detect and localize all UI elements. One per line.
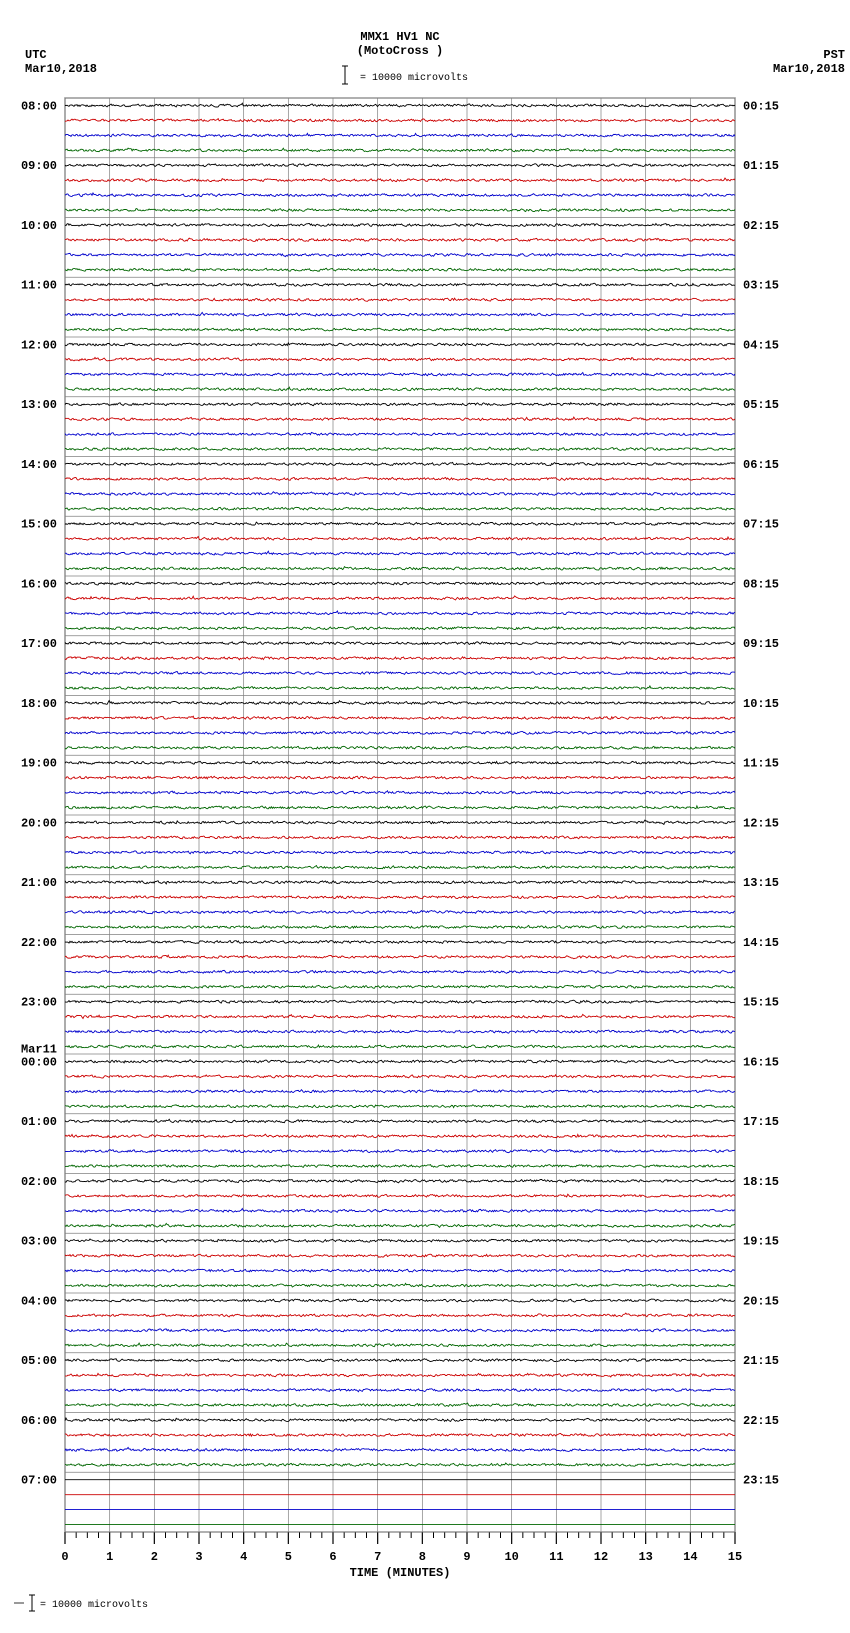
right-time-label: 08:15 — [743, 577, 779, 591]
left-time-label: 21:00 — [21, 876, 57, 890]
xtick-label: 12 — [594, 1550, 608, 1564]
right-time-label: 18:15 — [743, 1175, 779, 1189]
right-time-label: 13:15 — [743, 876, 779, 890]
seismogram-chart: MMX1 HV1 NC(MotoCross ) = 10000 microvolt… — [10, 10, 850, 1623]
scale-label: = 10000 microvolts — [360, 72, 468, 84]
right-tz: PST — [823, 48, 845, 62]
left-time-label: 05:00 — [21, 1354, 57, 1368]
right-time-label: 04:15 — [743, 338, 779, 352]
right-time-label: 16:15 — [743, 1055, 779, 1069]
left-time-label: 20:00 — [21, 816, 57, 830]
left-time-label: 11:00 — [21, 279, 57, 293]
right-time-label: 06:15 — [743, 458, 779, 472]
xtick-label: 3 — [195, 1550, 202, 1564]
left-time-label: 22:00 — [21, 936, 57, 950]
left-time-label: 14:00 — [21, 458, 57, 472]
left-time-label: 03:00 — [21, 1235, 57, 1249]
xtick-label: 13 — [638, 1550, 652, 1564]
left-time-label: 23:00 — [21, 996, 57, 1010]
xaxis-label: TIME (MINUTES) — [350, 1566, 451, 1580]
right-time-label: 22:15 — [743, 1414, 779, 1428]
footer-scale: = 10000 microvolts — [40, 1599, 148, 1611]
left-time-label: 13:00 — [21, 398, 57, 412]
right-time-label: 23:15 — [743, 1474, 779, 1488]
xtick-label: 14 — [683, 1550, 697, 1564]
right-time-label: 05:15 — [743, 398, 779, 412]
left-time-label: 18:00 — [21, 697, 57, 711]
xtick-label: 2 — [151, 1550, 158, 1564]
left-time-label: 15:00 — [21, 518, 57, 532]
right-time-label: 15:15 — [743, 996, 779, 1010]
left-time-label: 19:00 — [21, 757, 57, 771]
left-time-label: 12:00 — [21, 338, 57, 352]
left-time-label: 06:00 — [21, 1414, 57, 1428]
title-line2: (MotoCross ) — [357, 44, 443, 58]
xtick-label: 1 — [106, 1550, 113, 1564]
xtick-label: 9 — [463, 1550, 470, 1564]
title-line1: MMX1 HV1 NC — [360, 30, 439, 44]
left-time-label: 17:00 — [21, 637, 57, 651]
left-time-label: 09:00 — [21, 159, 57, 173]
right-date: Mar10,2018 — [773, 62, 845, 76]
right-time-label: 17:15 — [743, 1115, 779, 1129]
xtick-label: 7 — [374, 1550, 381, 1564]
left-time-label: 16:00 — [21, 577, 57, 591]
left-time-label: 08:00 — [21, 99, 57, 113]
xtick-label: 0 — [61, 1550, 68, 1564]
xtick-label: 15 — [728, 1550, 742, 1564]
right-time-label: 03:15 — [743, 279, 779, 293]
right-time-label: 14:15 — [743, 936, 779, 950]
xtick-label: 8 — [419, 1550, 426, 1564]
right-time-label: 10:15 — [743, 697, 779, 711]
right-time-label: 12:15 — [743, 816, 779, 830]
left-time-label: 10:00 — [21, 219, 57, 233]
left-time-label: 07:00 — [21, 1474, 57, 1488]
left-time-label: 01:00 — [21, 1115, 57, 1129]
xtick-label: 4 — [240, 1550, 247, 1564]
left-time-label: 00:00 — [21, 1055, 57, 1069]
right-time-label: 01:15 — [743, 159, 779, 173]
right-time-label: 11:15 — [743, 757, 779, 771]
left-tz: UTC — [25, 48, 47, 62]
xtick-label: 11 — [549, 1550, 563, 1564]
left-time-label: 04:00 — [21, 1294, 57, 1308]
right-time-label: 20:15 — [743, 1294, 779, 1308]
right-time-label: 00:15 — [743, 99, 779, 113]
right-time-label: 21:15 — [743, 1354, 779, 1368]
right-time-label: 19:15 — [743, 1235, 779, 1249]
xtick-label: 5 — [285, 1550, 292, 1564]
midlabel: Mar11 — [21, 1042, 57, 1056]
right-time-label: 07:15 — [743, 518, 779, 532]
left-date: Mar10,2018 — [25, 62, 97, 76]
right-time-label: 02:15 — [743, 219, 779, 233]
xtick-label: 10 — [504, 1550, 518, 1564]
xtick-label: 6 — [329, 1550, 336, 1564]
left-time-label: 02:00 — [21, 1175, 57, 1189]
right-time-label: 09:15 — [743, 637, 779, 651]
